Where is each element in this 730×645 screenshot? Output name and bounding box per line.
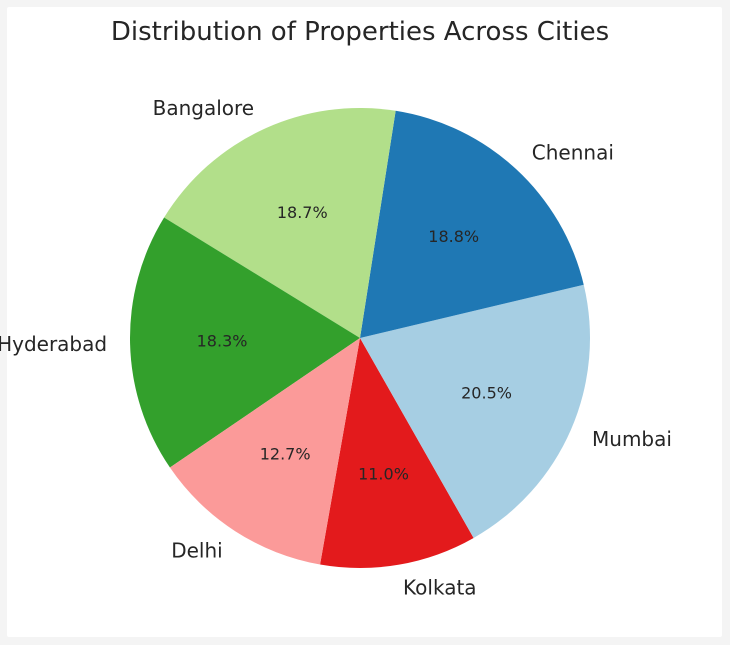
slice-label-hyderabad: Hyderabad (0, 332, 107, 356)
slice-pct-chennai: 18.8% (428, 227, 479, 246)
pie-slice-bangalore (164, 107, 396, 339)
pie-slices (129, 107, 591, 569)
slice-pct-hyderabad: 18.3% (197, 332, 248, 351)
pie-slice-chennai (360, 110, 584, 338)
pie-slice-delhi (169, 338, 360, 565)
slice-pct-delhi: 12.7% (260, 444, 311, 463)
slice-pct-mumbai: 20.5% (461, 384, 512, 403)
slice-pct-bangalore: 18.7% (277, 203, 328, 222)
slice-label-kolkata: Kolkata (403, 575, 477, 599)
chart-title: Distribution of Properties Across Cities (111, 17, 609, 47)
pie-slice-mumbai (360, 284, 591, 538)
slice-label-bangalore: Bangalore (153, 96, 254, 120)
slice-label-delhi: Delhi (171, 539, 223, 563)
slice-pct-kolkata: 11.0% (358, 464, 409, 483)
pie-labels: Kolkata 11.0% Mumbai 20.5% Chennai 18.8% Banga… (0, 96, 672, 599)
pie-slice-hyderabad (129, 217, 360, 468)
pie-slice-kolkata (320, 338, 474, 569)
slice-label-chennai: Chennai (532, 140, 614, 164)
slice-label-mumbai: Mumbai (592, 427, 672, 451)
